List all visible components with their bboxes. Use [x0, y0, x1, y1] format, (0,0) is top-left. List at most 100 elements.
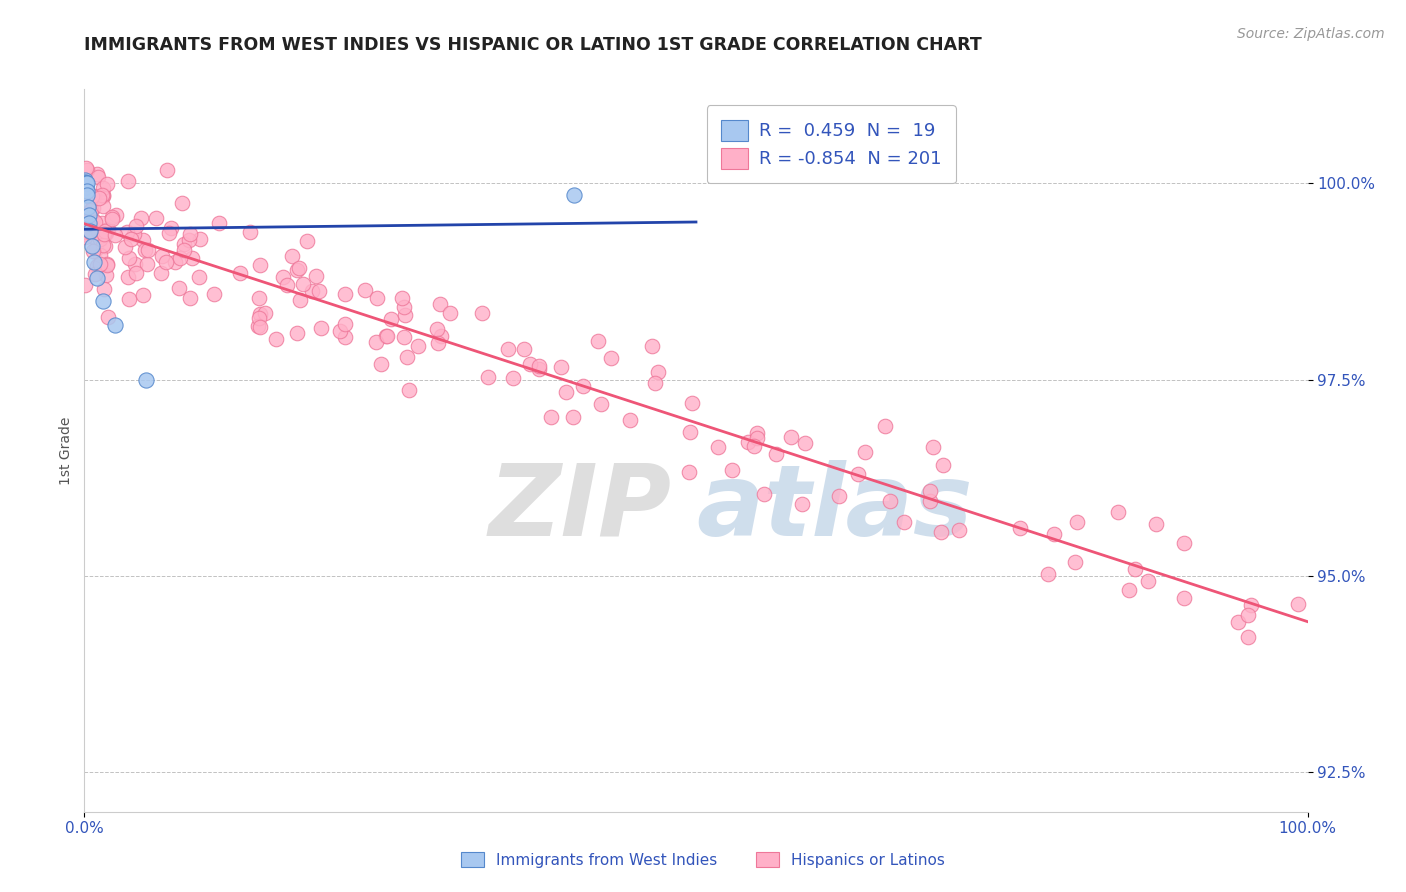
- Point: [93, 199, 115, 213]
- Point: [96, 177, 118, 191]
- Point: [157, 226, 180, 240]
- Point: [75, 177, 97, 191]
- Point: [247, 319, 270, 334]
- Text: atlas: atlas: [696, 459, 973, 557]
- Point: [135, 373, 157, 387]
- Point: [86, 167, 108, 181]
- Point: [333, 329, 356, 343]
- Point: [932, 458, 955, 472]
- Point: [879, 493, 901, 508]
- Point: [353, 284, 375, 298]
- Point: [75, 227, 97, 241]
- Point: [707, 440, 730, 454]
- Point: [1286, 597, 1309, 611]
- Point: [97, 222, 120, 236]
- Point: [247, 291, 270, 305]
- Point: [167, 281, 190, 295]
- Point: [281, 249, 304, 263]
- Point: [180, 251, 202, 265]
- Point: [179, 227, 201, 242]
- Point: [75, 180, 97, 194]
- Point: [156, 163, 179, 178]
- Point: [131, 233, 153, 247]
- Point: [747, 425, 769, 440]
- Point: [929, 525, 952, 540]
- Point: [333, 317, 356, 331]
- Point: [398, 383, 420, 397]
- Point: [471, 306, 494, 320]
- Point: [79, 202, 101, 217]
- Point: [920, 494, 942, 508]
- Point: [496, 342, 519, 356]
- Point: [90, 188, 112, 202]
- Point: [188, 232, 211, 246]
- Point: [502, 371, 524, 385]
- Point: [288, 261, 311, 276]
- Point: [82, 244, 104, 259]
- Point: [76, 162, 98, 177]
- Point: [920, 483, 942, 498]
- Point: [394, 308, 416, 322]
- Point: [249, 258, 271, 272]
- Point: [79, 226, 101, 240]
- Point: [1237, 608, 1260, 623]
- Point: [426, 321, 449, 335]
- Point: [177, 233, 200, 247]
- Point: [83, 215, 105, 229]
- Point: [370, 357, 392, 371]
- Point: [529, 361, 551, 376]
- Point: [747, 431, 769, 445]
- Point: [104, 208, 127, 222]
- Point: [619, 413, 641, 427]
- Point: [82, 213, 104, 227]
- Point: [264, 332, 287, 346]
- Point: [1240, 599, 1263, 613]
- Point: [73, 225, 96, 239]
- Point: [249, 320, 271, 334]
- Point: [679, 425, 702, 439]
- Point: [392, 329, 415, 343]
- Point: [921, 440, 943, 454]
- Point: [187, 269, 209, 284]
- Point: [86, 259, 108, 273]
- Point: [93, 227, 115, 242]
- Point: [135, 257, 157, 271]
- Point: [117, 270, 139, 285]
- Point: [124, 257, 146, 271]
- Legend: R =  0.459  N =  19, R = -0.854  N = 201: R = 0.459 N = 19, R = -0.854 N = 201: [707, 105, 956, 183]
- Point: [375, 329, 398, 343]
- Point: [114, 240, 136, 254]
- Point: [239, 225, 262, 239]
- Point: [94, 238, 117, 252]
- Point: [1136, 574, 1159, 588]
- Point: [179, 292, 201, 306]
- Point: [93, 228, 115, 243]
- Point: [780, 429, 803, 443]
- Point: [873, 419, 896, 434]
- Point: [765, 447, 787, 461]
- Point: [512, 342, 534, 356]
- Point: [79, 223, 101, 237]
- Point: [893, 516, 915, 530]
- Point: [87, 170, 110, 185]
- Point: [846, 467, 869, 482]
- Point: [793, 435, 815, 450]
- Point: [527, 359, 550, 373]
- Point: [125, 266, 148, 280]
- Point: [540, 409, 562, 424]
- Point: [1237, 630, 1260, 644]
- Point: [173, 243, 195, 257]
- Point: [83, 267, 105, 281]
- Point: [80, 218, 103, 232]
- Point: [77, 200, 100, 214]
- Point: [406, 339, 429, 353]
- Point: [828, 489, 851, 503]
- Point: [124, 219, 146, 233]
- Point: [75, 177, 97, 191]
- Point: [91, 216, 114, 230]
- Point: [229, 266, 252, 280]
- Point: [150, 266, 173, 280]
- Text: Source: ZipAtlas.com: Source: ZipAtlas.com: [1237, 27, 1385, 41]
- Point: [75, 161, 97, 175]
- Legend: Immigrants from West Indies, Hispanics or Latinos: Immigrants from West Indies, Hispanics o…: [456, 846, 950, 873]
